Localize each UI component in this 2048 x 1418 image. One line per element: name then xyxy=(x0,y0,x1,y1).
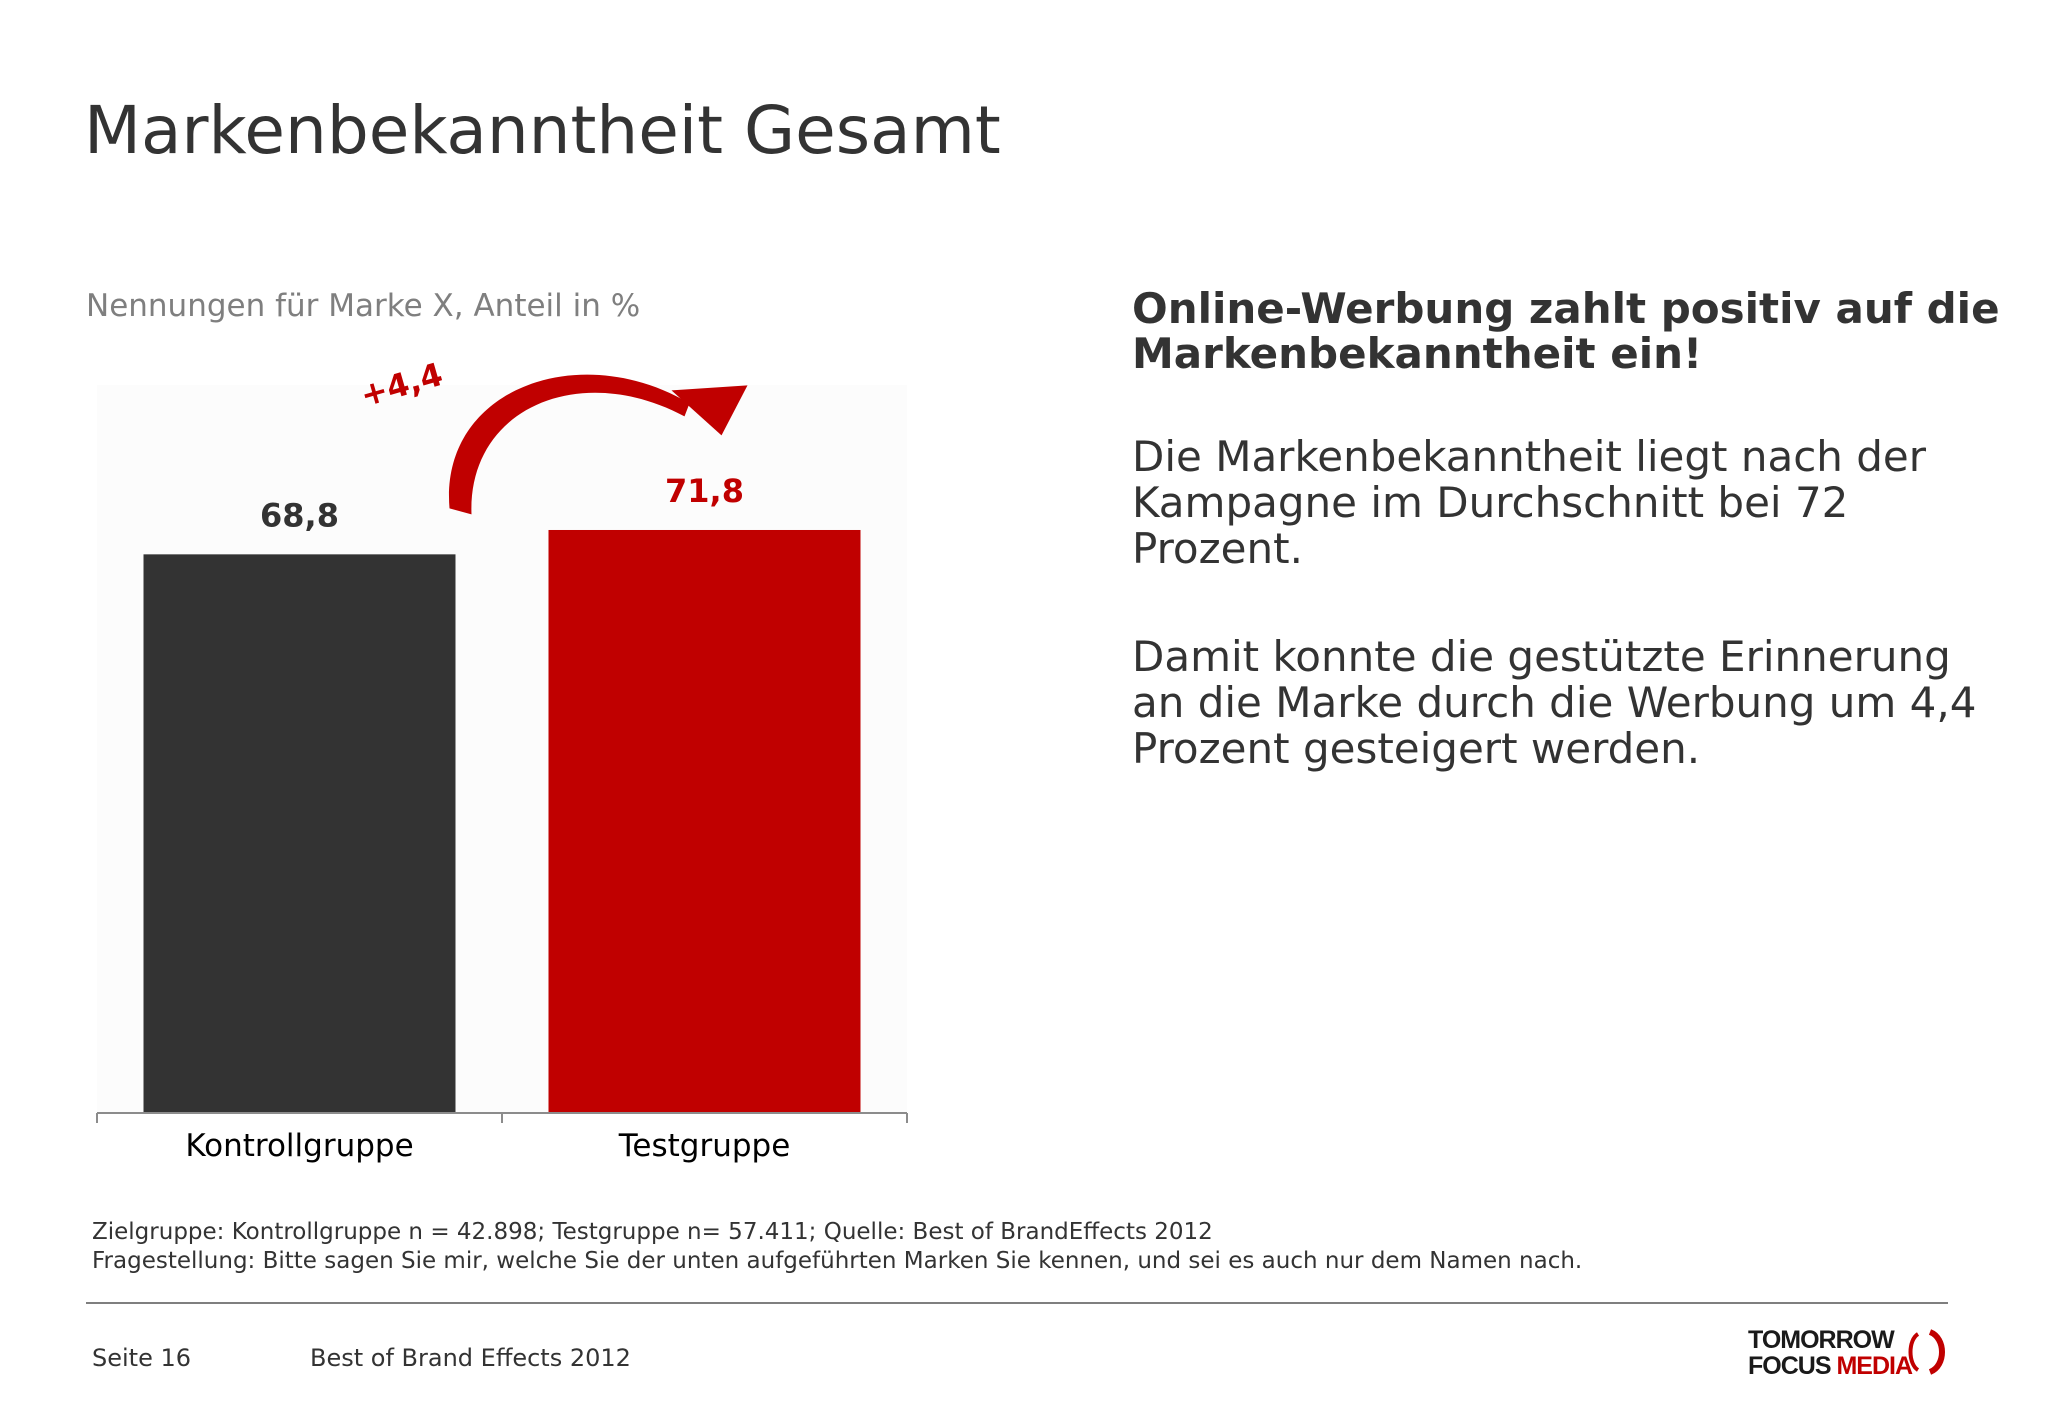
data-label-kontrollgruppe: 68,8 xyxy=(260,496,339,534)
bar-testgruppe xyxy=(548,529,861,1113)
increase-arrow-body xyxy=(448,374,690,515)
company-logo: TOMORROW FOCUS MEDIA xyxy=(1748,1326,1948,1381)
logo-text-focus: FOCUS xyxy=(1748,1352,1831,1380)
footer-divider xyxy=(86,1302,1948,1304)
document-title: Best of Brand Effects 2012 xyxy=(310,1344,631,1372)
footnote-question: Fragestellung: Bitte sagen Sie mir, welc… xyxy=(92,1248,1583,1274)
footnote-sample: Zielgruppe: Kontrollgruppe n = 42.898; T… xyxy=(92,1219,1213,1245)
logo-text-media: MEDIA xyxy=(1836,1352,1913,1380)
category-label-testgruppe: Testgruppe xyxy=(618,1128,791,1164)
page-number: Seite 16 xyxy=(92,1344,192,1372)
bar-kontrollgruppe xyxy=(143,554,456,1113)
paragraph-1: Die Markenbekanntheit liegt nach der Kam… xyxy=(1132,432,1927,573)
headline: Online-Werbung zahlt positiv auf die Mar… xyxy=(1132,284,2000,378)
paragraph-2: Damit konnte die gestützte Erinnerung an… xyxy=(1132,632,1977,773)
logo-mark-icon xyxy=(1908,1329,1945,1375)
category-label-kontrollgruppe: Kontrollgruppe xyxy=(185,1128,413,1164)
data-label-testgruppe: 71,8 xyxy=(665,472,744,510)
increase-arrow-head xyxy=(671,385,748,436)
page-title: Markenbekanntheit Gesamt xyxy=(84,92,1001,169)
logo-text-tomorrow: TOMORROW xyxy=(1748,1326,1895,1354)
logo-text-focus-media: FOCUS MEDIA xyxy=(1748,1352,1913,1381)
chart-subtitle: Nennungen für Marke X, Anteil in % xyxy=(86,288,641,324)
